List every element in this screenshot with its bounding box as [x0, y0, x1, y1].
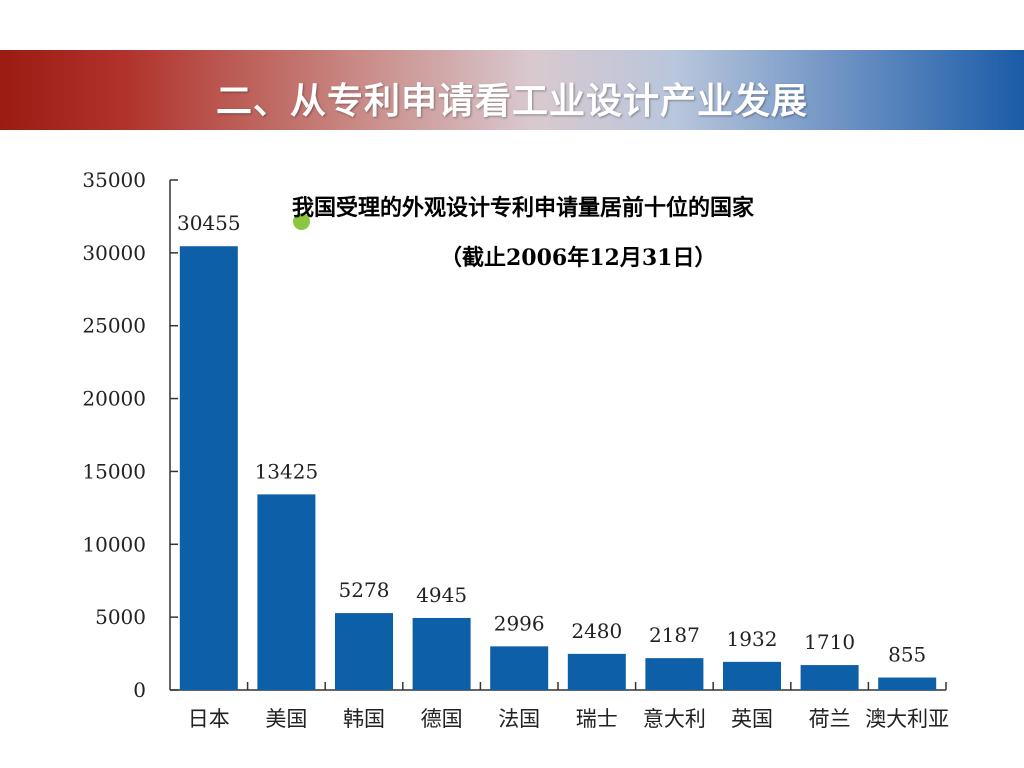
bar: [179, 246, 238, 690]
page-title: 二、从专利申请看工业设计产业发展: [215, 81, 808, 122]
y-tick-label: 20000: [82, 387, 146, 411]
category-label: 韩国: [343, 707, 385, 731]
chart-axes: 0 5000 10000 15000 20000 25000 30000 35000: [82, 168, 947, 702]
bar: [567, 653, 626, 690]
chart-labels: 30455 日本 13425 美国 5278 韩国 4945 德国 2996 法国 2480 瑞士 21…: [177, 211, 949, 731]
category-label: 意大利: [643, 707, 706, 731]
category-label: 瑞士: [576, 707, 618, 731]
bar: [645, 658, 704, 690]
y-tick-label: 30000: [82, 241, 146, 265]
data-label: 1932: [727, 627, 778, 651]
category-label: 澳大利亚: [865, 707, 949, 731]
chart-subtitle: （截止2006年12月31日）: [440, 245, 717, 271]
data-label: 5278: [339, 578, 390, 602]
data-label: 2480: [571, 619, 622, 643]
category-label: 德国: [421, 707, 463, 731]
bar: [800, 665, 859, 690]
y-tick-label: 15000: [82, 459, 146, 483]
data-label: 2996: [494, 611, 545, 635]
bar: [878, 677, 937, 690]
bar: [412, 617, 471, 690]
chart-title: 我国受理的外观设计专利申请量居前十位的国家: [292, 196, 755, 221]
y-tick-label: 25000: [82, 314, 146, 338]
y-tick-label: 35000: [82, 168, 146, 192]
bullet-dot-icon: [293, 213, 310, 230]
data-label: 855: [888, 643, 926, 667]
category-label: 日本: [188, 707, 230, 731]
data-label: 30455: [177, 211, 241, 235]
bar: [490, 646, 549, 690]
title-banner: [0, 50, 1024, 130]
category-label: 法国: [498, 707, 540, 731]
bar: [257, 494, 316, 690]
data-label: 2187: [649, 623, 700, 647]
category-label: 美国: [265, 707, 307, 731]
y-tick-label: 10000: [82, 532, 146, 556]
bar: [723, 661, 781, 690]
y-tick-label: 0: [133, 678, 146, 702]
chart-bars: [179, 246, 937, 690]
data-label: 4945: [416, 583, 467, 607]
data-label: 13425: [255, 459, 319, 483]
category-label: 英国: [731, 707, 773, 731]
data-label: 1710: [804, 630, 855, 654]
bar: [335, 613, 393, 690]
category-label: 荷兰: [809, 707, 851, 731]
y-tick-label: 5000: [95, 605, 146, 629]
